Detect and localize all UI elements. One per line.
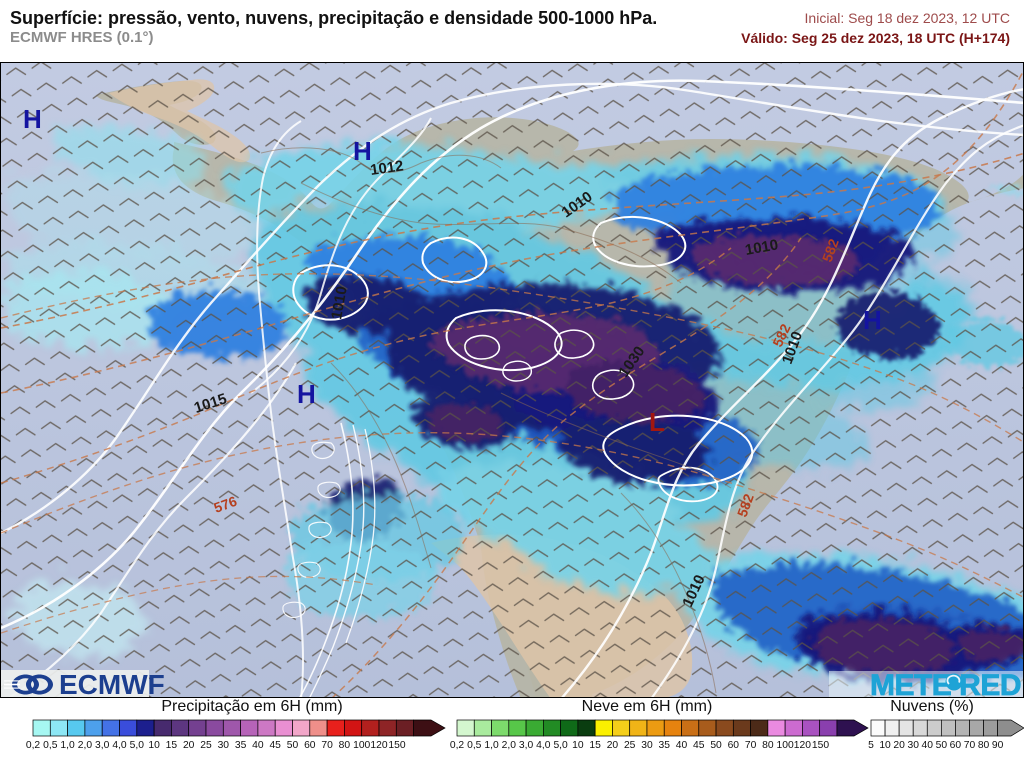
svg-text:60: 60 — [950, 740, 962, 751]
svg-text:Neve em 6H (mm): Neve em 6H (mm) — [582, 698, 713, 715]
svg-text:90: 90 — [992, 740, 1004, 751]
svg-text:10: 10 — [879, 740, 891, 751]
svg-text:3,0: 3,0 — [519, 740, 534, 751]
svg-text:120: 120 — [794, 740, 811, 751]
svg-text:H: H — [23, 104, 42, 134]
svg-text:45: 45 — [269, 740, 281, 751]
svg-text:Precipitação em 6H (mm): Precipitação em 6H (mm) — [161, 698, 342, 715]
svg-text:0,2: 0,2 — [450, 740, 465, 751]
svg-text:80: 80 — [978, 740, 990, 751]
svg-text:25: 25 — [624, 740, 636, 751]
svg-text:150: 150 — [388, 740, 405, 751]
svg-text:H: H — [353, 136, 372, 166]
svg-text:35: 35 — [659, 740, 671, 751]
svg-text:Nuvens (%): Nuvens (%) — [890, 698, 974, 715]
svg-text:0,5: 0,5 — [467, 740, 482, 751]
svg-text:0,2: 0,2 — [26, 740, 41, 751]
svg-text:4,0: 4,0 — [536, 740, 551, 751]
svg-text:15: 15 — [589, 740, 601, 751]
svg-text:20: 20 — [893, 740, 905, 751]
svg-text:40: 40 — [922, 740, 934, 751]
svg-text:150: 150 — [812, 740, 829, 751]
svg-text:5,0: 5,0 — [130, 740, 145, 751]
svg-text:50: 50 — [287, 740, 299, 751]
svg-text:H: H — [297, 379, 316, 409]
svg-text:60: 60 — [728, 740, 740, 751]
svg-text:60: 60 — [304, 740, 316, 751]
svg-text:10: 10 — [148, 740, 160, 751]
svg-text:70: 70 — [321, 740, 333, 751]
svg-text:30: 30 — [218, 740, 230, 751]
svg-text:40: 40 — [252, 740, 264, 751]
svg-text:5: 5 — [868, 740, 874, 751]
svg-text:35: 35 — [235, 740, 247, 751]
svg-text:50: 50 — [710, 740, 722, 751]
svg-text:30: 30 — [907, 740, 919, 751]
svg-text:45: 45 — [693, 740, 705, 751]
svg-text:L: L — [649, 407, 665, 437]
svg-text:5,0: 5,0 — [553, 740, 568, 751]
svg-text:20: 20 — [183, 740, 195, 751]
svg-text:10: 10 — [572, 740, 584, 751]
svg-text:40: 40 — [676, 740, 688, 751]
svg-text:METE RED: METE RED — [870, 669, 1021, 698]
svg-text:3,0: 3,0 — [95, 740, 110, 751]
svg-text:H: H — [863, 305, 882, 335]
svg-text:80: 80 — [762, 740, 774, 751]
svg-text:2,0: 2,0 — [78, 740, 93, 751]
svg-text:50: 50 — [936, 740, 948, 751]
svg-text:2,0: 2,0 — [502, 740, 517, 751]
svg-text:100: 100 — [777, 740, 794, 751]
svg-text:80: 80 — [339, 740, 351, 751]
svg-text:120: 120 — [370, 740, 387, 751]
svg-text:70: 70 — [964, 740, 976, 751]
svg-text:1,0: 1,0 — [60, 740, 75, 751]
svg-text:100: 100 — [353, 740, 370, 751]
svg-text:15: 15 — [166, 740, 178, 751]
svg-text:ECMWF: ECMWF — [59, 669, 165, 698]
svg-text:1,0: 1,0 — [484, 740, 499, 751]
svg-text:0,5: 0,5 — [43, 740, 58, 751]
svg-text:70: 70 — [745, 740, 757, 751]
svg-text:30: 30 — [641, 740, 653, 751]
svg-text:20: 20 — [607, 740, 619, 751]
svg-text:4,0: 4,0 — [112, 740, 127, 751]
svg-text:25: 25 — [200, 740, 212, 751]
